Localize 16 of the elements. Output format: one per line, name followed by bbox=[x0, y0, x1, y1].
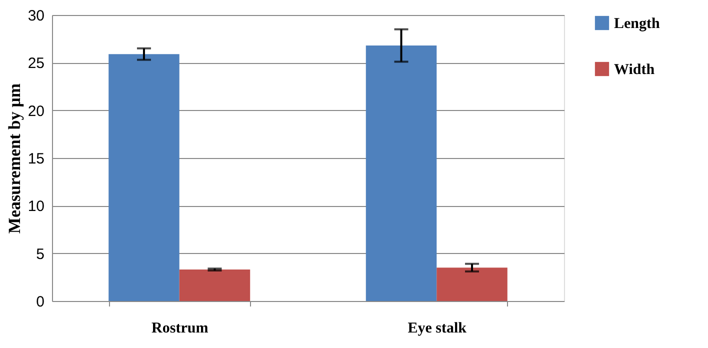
y-tick-label: 15 bbox=[28, 150, 44, 168]
y-tick-label: 5 bbox=[36, 246, 44, 263]
x-tick-label: Rostrum bbox=[152, 320, 209, 336]
bar bbox=[366, 46, 437, 301]
y-tick-label: 10 bbox=[28, 198, 44, 216]
y-axis-title: Measurement by µm bbox=[4, 83, 24, 234]
legend-label: Length bbox=[614, 16, 660, 32]
y-tick-label: 25 bbox=[28, 55, 44, 72]
y-tick-label: 20 bbox=[28, 102, 44, 120]
legend-label: Width bbox=[614, 62, 656, 78]
bar bbox=[108, 54, 180, 301]
bar bbox=[179, 270, 250, 301]
y-tick-label: 30 bbox=[28, 8, 44, 24]
x-tick-label: Eye stalk bbox=[408, 320, 468, 336]
y-tick-label: 0 bbox=[36, 294, 44, 310]
bar bbox=[436, 268, 508, 301]
